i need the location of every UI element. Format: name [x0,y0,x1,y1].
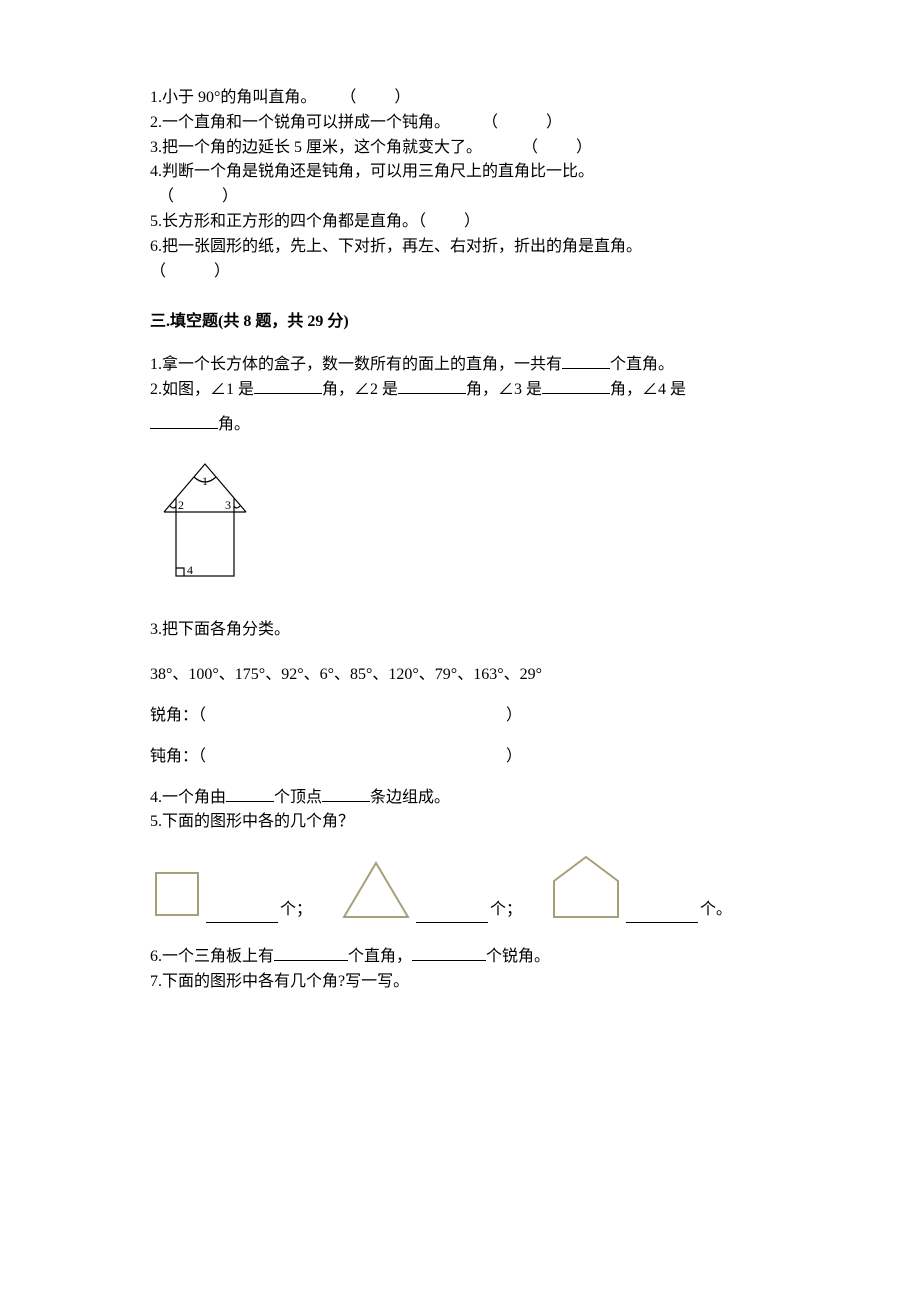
paren-close: ） [214,263,230,280]
fill-q4-a: 4.一个角由 [150,789,226,806]
house-label-3: 3 [225,498,231,512]
answer-blank[interactable] [254,379,322,394]
fill-q3-acute: 锐角：（ ） [150,704,770,729]
unit-text: 个； [490,898,522,923]
fill-q6-c: 个锐角。 [486,948,550,965]
fill-q2-a: 2.如图，∠1 是 [150,381,254,398]
house-label-1: 1 [202,474,208,488]
answer-blank[interactable] [416,908,488,923]
fill-q1-b: 个直角。 [610,356,674,373]
fill-q2-c: 角，∠3 是 [466,381,542,398]
square-icon [150,865,204,923]
shape-triangle-item: 个； [338,857,522,923]
fill-q2-d: 角，∠4 是 [610,381,686,398]
answer-blank[interactable] [274,946,348,961]
paren-open: （ [522,139,538,156]
paren-close: ） [394,89,410,106]
fill-q1-a: 1.拿一个长方体的盒子，数一数所有的面上的直角，一共有 [150,356,562,373]
answer-blank[interactable] [542,379,610,394]
fill-q3-obtuse: 钝角：（ ） [150,745,770,770]
paren-close: ） [464,213,480,230]
fill-q2-cont: 角。 [150,413,770,438]
judgment-q1-text: 1.小于 90°的角叫直角。 [150,89,316,106]
answer-blank[interactable] [322,786,370,801]
paren-open: （ [150,263,166,280]
paren-open: （ [340,89,356,106]
fill-q6: 6.一个三角板上有 个直角， 个锐角。 [150,945,770,970]
house-svg: 1 2 3 4 [150,452,276,592]
fill-q4-b: 个顶点 [274,789,322,806]
fill-q4-c: 条边组成。 [370,789,450,806]
judgment-q3: 3.把一个角的边延长 5 厘米，这个角就变大了。 （ ） [150,136,770,161]
shapes-row: 个； 个； 个。 [150,853,770,923]
paren-close: ） [546,114,562,131]
unit-text: 个； [280,898,312,923]
paren-close: ） [506,707,522,724]
fill-q3-acute-label: 锐角：（ [150,707,206,724]
pentagon-icon [548,853,624,923]
answer-blank[interactable] [398,379,466,394]
triangle-icon [338,857,414,923]
answer-blank[interactable] [206,908,278,923]
fill-q3-list: 38°、100°、175°、92°、6°、85°、120°、79°、163°、2… [150,663,770,688]
answer-blank[interactable] [226,786,274,801]
fill-q4: 4.一个角由 个顶点 条边组成。 [150,786,770,811]
answer-blank[interactable] [412,946,486,961]
unit-text: 个。 [700,898,732,923]
judgment-q6: 6.把一张圆形的纸，先上、下对折，再左、右对折，折出的角是直角。 [150,235,770,260]
fill-q5: 5.下面的图形中各的几个角？ [150,810,770,835]
judgment-q2: 2.一个直角和一个锐角可以拼成一个钝角。 （ ） [150,111,770,136]
paren-close: ） [222,188,238,205]
house-diagram: 1 2 3 4 [150,452,770,601]
fill-q6-a: 6.一个三角板上有 [150,948,274,965]
fill-q7: 7.下面的图形中各有几个角?写一写。 [150,970,770,995]
judgment-q1: 1.小于 90°的角叫直角。 （ ） [150,86,770,111]
fill-q6-b: 个直角， [348,948,412,965]
judgment-q4-paren: （） [150,185,770,210]
paren-close: ） [506,748,522,765]
judgment-q5-text: 5.长方形和正方形的四个角都是直角。（ [150,213,426,230]
judgment-q4-text: 4.判断一个角是锐角还是钝角，可以用三角尺上的直角比一比。 [150,163,594,180]
judgment-q4: 4.判断一个角是锐角还是钝角，可以用三角尺上的直角比一比。 [150,160,770,185]
answer-blank[interactable] [150,413,218,428]
worksheet-page: 1.小于 90°的角叫直角。 （） 2.一个直角和一个锐角可以拼成一个钝角。 （… [0,0,920,995]
paren-open: （ [482,114,498,131]
fill-q1: 1.拿一个长方体的盒子，数一数所有的面上的直角，一共有 个直角。 [150,353,770,378]
shape-pentagon-item: 个。 [548,853,732,923]
section3-header: 三.填空题(共 8 题，共 29 分) [150,310,770,335]
fill-q3-title: 3.把下面各角分类。 [150,618,770,643]
fill-q2: 2.如图，∠1 是 角，∠2 是 角，∠3 是 角，∠4 是 [150,378,770,403]
shape-square-item: 个； [150,865,312,923]
fill-q2-e: 角。 [218,416,250,433]
answer-blank[interactable] [562,354,610,369]
judgment-q6-paren: （） [150,260,770,285]
judgment-q5: 5.长方形和正方形的四个角都是直角。（ ） [150,210,770,235]
paren-close: ） [576,139,592,156]
fill-q2-b: 角，∠2 是 [322,381,398,398]
fill-q3-obtuse-label: 钝角：（ [150,748,206,765]
judgment-q2-text: 2.一个直角和一个锐角可以拼成一个钝角。 [150,114,450,131]
house-label-4: 4 [187,563,193,577]
answer-blank[interactable] [626,908,698,923]
paren-open: （ [158,188,174,205]
judgment-q6-text: 6.把一张圆形的纸，先上、下对折，再左、右对折，折出的角是直角。 [150,238,642,255]
house-label-2: 2 [178,498,184,512]
judgment-q3-text: 3.把一个角的边延长 5 厘米，这个角就变大了。 [150,139,482,156]
